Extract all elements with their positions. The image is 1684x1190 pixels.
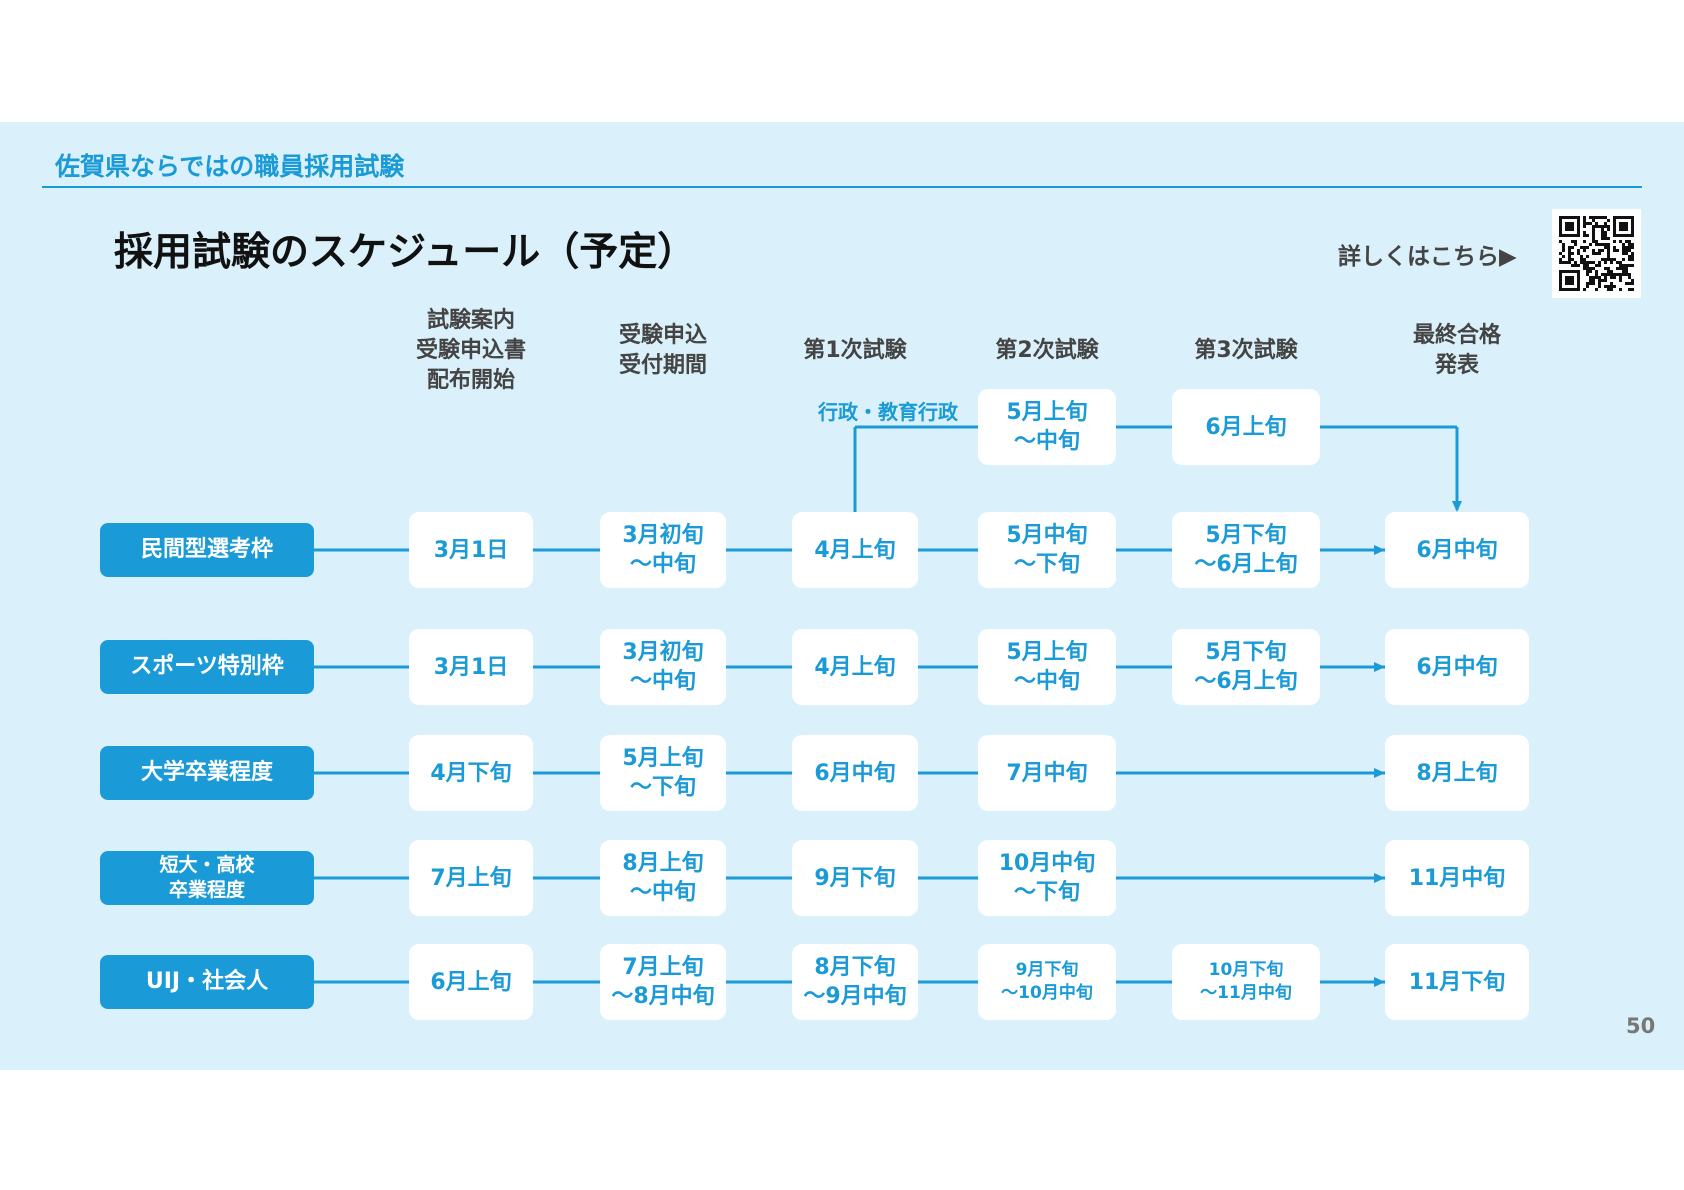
schedule-cell-text: 3月1日 bbox=[433, 537, 509, 563]
schedule-cell-text: 5月下旬 ～6月上旬 bbox=[1194, 640, 1298, 694]
branch-cell-second: 5月上旬 ～中旬 bbox=[978, 389, 1116, 465]
column-header-6: 最終合格 発表 bbox=[1412, 323, 1501, 378]
schedule-cell-text: 6月中旬 bbox=[1416, 537, 1498, 563]
arrow-head-icon bbox=[1374, 662, 1385, 672]
page-title: 採用試験のスケジュール（予定） bbox=[114, 230, 697, 275]
details-link[interactable]: 詳しくはこちら▶ bbox=[1338, 244, 1517, 270]
branch-cell-text: 5月上旬 ～中旬 bbox=[1006, 400, 1088, 454]
schedule-cell-r1-c3: 4月上旬 bbox=[792, 512, 918, 588]
schedule-cell-text: 7月上旬 ～8月中旬 bbox=[611, 955, 715, 1009]
schedule-cell-r2-c4: 5月上旬 ～中旬 bbox=[978, 629, 1116, 705]
column-header-2: 受験申込 受付期間 bbox=[618, 323, 707, 378]
schedule-cell-r5-c6: 11月下旬 bbox=[1385, 944, 1529, 1020]
schedule-cell-text: 3月1日 bbox=[433, 654, 509, 680]
category-text: スポーツ特別枠 bbox=[130, 654, 284, 679]
section-divider bbox=[42, 186, 1642, 188]
column-header-5: 第3次試験 bbox=[1194, 338, 1298, 363]
schedule-cell-r4-c2: 8月上旬 ～中旬 bbox=[600, 840, 726, 916]
arrow-head-icon bbox=[1452, 501, 1462, 512]
category-label-1: 民間型選考枠 bbox=[100, 523, 314, 577]
category-label-5: UIJ・社会人 bbox=[100, 955, 314, 1009]
schedule-cell-r4-c3: 9月下旬 bbox=[792, 840, 918, 916]
branch-cell-third: 6月上旬 bbox=[1172, 389, 1320, 465]
schedule-cell-text: 7月上旬 bbox=[430, 865, 512, 891]
schedule-cell-text: 11月中旬 bbox=[1408, 865, 1506, 891]
category-text: 大学卒業程度 bbox=[140, 760, 273, 785]
schedule-cell-text: 5月上旬 ～中旬 bbox=[1006, 640, 1088, 694]
schedule-cell-r2-c6: 6月中旬 bbox=[1385, 629, 1529, 705]
schedule-cell-r3-c3: 6月中旬 bbox=[792, 735, 918, 811]
category-label-2: スポーツ特別枠 bbox=[100, 640, 314, 694]
schedule-cell-text: 6月中旬 bbox=[1416, 654, 1498, 680]
schedule-cell-text: 10月中旬 ～下旬 bbox=[998, 851, 1096, 905]
schedule-cell-r1-c2: 3月初旬 ～中旬 bbox=[600, 512, 726, 588]
column-header-1: 試験案内 受験申込書 配布開始 bbox=[415, 308, 526, 393]
arrow-head-icon bbox=[1374, 545, 1385, 555]
schedule-cell-r2-c3: 4月上旬 bbox=[792, 629, 918, 705]
schedule-cell-text: 8月上旬 ～中旬 bbox=[622, 851, 704, 905]
schedule-cell-text: 3月初旬 ～中旬 bbox=[622, 640, 704, 694]
category-text: 民間型選考枠 bbox=[140, 537, 273, 562]
qr-code-icon[interactable] bbox=[1552, 209, 1641, 298]
arrow-head-icon bbox=[1374, 977, 1385, 987]
schedule-cell-r5-c5: 10月下旬 ～11月中旬 bbox=[1172, 944, 1320, 1020]
schedule-cell-r5-c3: 8月下旬 ～9月中旬 bbox=[792, 944, 918, 1020]
schedule-cell-r4-c1: 7月上旬 bbox=[409, 840, 533, 916]
schedule-cell-r1-c4: 5月中旬 ～下旬 bbox=[978, 512, 1116, 588]
schedule-cell-text: 11月下旬 bbox=[1408, 969, 1506, 995]
schedule-cell-text: 4月下旬 bbox=[430, 760, 512, 786]
schedule-cell-text: 9月下旬 bbox=[814, 865, 896, 891]
branch-cell-text: 6月上旬 bbox=[1205, 414, 1287, 440]
category-text: UIJ・社会人 bbox=[145, 969, 269, 994]
schedule-cell-text: 6月上旬 bbox=[430, 969, 512, 995]
schedule-cell-r1-c5: 5月下旬 ～6月上旬 bbox=[1172, 512, 1320, 588]
column-header-3: 第1次試験 bbox=[803, 338, 907, 363]
schedule-cell-r2-c1: 3月1日 bbox=[409, 629, 533, 705]
schedule-cell-text: 8月下旬 ～9月中旬 bbox=[803, 955, 907, 1009]
schedule-cell-r1-c1: 3月1日 bbox=[409, 512, 533, 588]
category-label-4: 短大・高校 卒業程度 bbox=[100, 851, 314, 905]
schedule-cell-r5-c2: 7月上旬 ～8月中旬 bbox=[600, 944, 726, 1020]
schedule-cell-r3-c6: 8月上旬 bbox=[1385, 735, 1529, 811]
section-title: 佐賀県ならではの職員採用試験 bbox=[55, 152, 405, 181]
arrow-head-icon bbox=[1374, 873, 1385, 883]
schedule-cell-text: 10月下旬 ～11月中旬 bbox=[1200, 960, 1292, 1003]
schedule-cell-text: 4月上旬 bbox=[814, 537, 896, 563]
category-text: 短大・高校 卒業程度 bbox=[159, 854, 255, 901]
schedule-cell-r4-c6: 11月中旬 bbox=[1385, 840, 1529, 916]
arrow-head-icon bbox=[1374, 768, 1385, 778]
schedule-cell-r5-c4: 9月下旬 ～10月中旬 bbox=[978, 944, 1116, 1020]
schedule-cell-text: 3月初旬 ～中旬 bbox=[622, 523, 704, 577]
schedule-cell-r1-c6: 6月中旬 bbox=[1385, 512, 1529, 588]
branch-label-gyosei: 行政・教育行政 bbox=[818, 400, 958, 424]
schedule-cell-text: 4月上旬 bbox=[814, 654, 896, 680]
schedule-cell-text: 5月中旬 ～下旬 bbox=[1006, 523, 1088, 577]
schedule-cell-text: 5月上旬 ～下旬 bbox=[622, 746, 704, 800]
schedule-cell-r2-c5: 5月下旬 ～6月上旬 bbox=[1172, 629, 1320, 705]
schedule-cell-text: 7月中旬 bbox=[1006, 760, 1088, 786]
schedule-cell-r2-c2: 3月初旬 ～中旬 bbox=[600, 629, 726, 705]
schedule-cell-r5-c1: 6月上旬 bbox=[409, 944, 533, 1020]
schedule-cell-r3-c4: 7月中旬 bbox=[978, 735, 1116, 811]
schedule-cell-text: 8月上旬 bbox=[1416, 760, 1498, 786]
page-number: 50 bbox=[1626, 1014, 1656, 1038]
column-header-4: 第2次試験 bbox=[995, 338, 1099, 363]
schedule-cell-r3-c1: 4月下旬 bbox=[409, 735, 533, 811]
schedule-cell-text: 9月下旬 ～10月中旬 bbox=[1001, 960, 1093, 1003]
schedule-cell-r3-c2: 5月上旬 ～下旬 bbox=[600, 735, 726, 811]
category-label-3: 大学卒業程度 bbox=[100, 746, 314, 800]
schedule-cell-r4-c4: 10月中旬 ～下旬 bbox=[978, 840, 1116, 916]
schedule-cell-text: 5月下旬 ～6月上旬 bbox=[1194, 523, 1298, 577]
schedule-cell-text: 6月中旬 bbox=[814, 760, 896, 786]
